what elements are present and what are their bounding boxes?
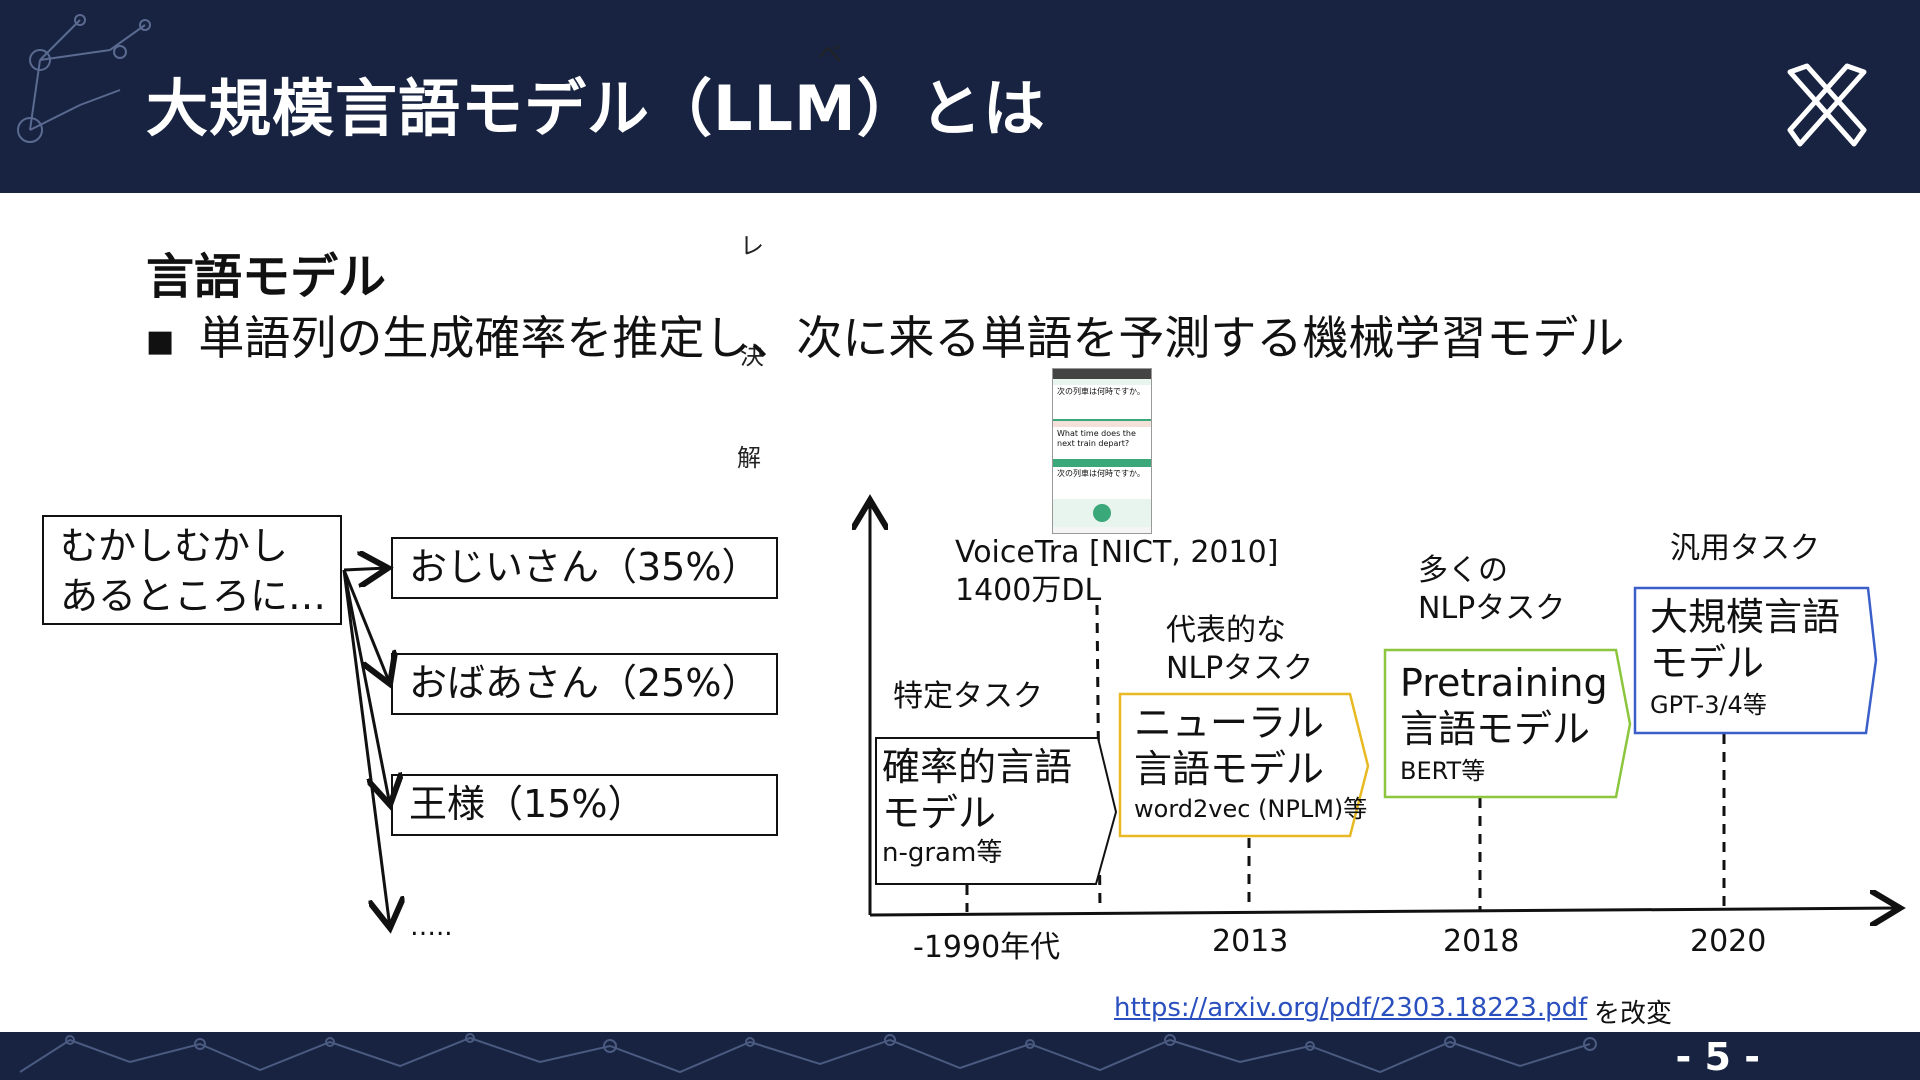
stage-title: 言語モデル bbox=[1400, 707, 1591, 751]
stage-title: モデル bbox=[1650, 641, 1765, 685]
footer-bar bbox=[0, 1032, 1920, 1080]
stage-title: モデル bbox=[882, 791, 997, 835]
header-bar: 大規模言語モデル（LLM）とは bbox=[0, 0, 1920, 193]
prediction-arrow bbox=[343, 568, 388, 570]
app-row: 次の列車は何時ですか。 bbox=[1053, 385, 1151, 421]
app-row: 次の列車は何時ですか。 bbox=[1053, 467, 1151, 499]
stage-example: GPT-3/4等 bbox=[1650, 691, 1767, 719]
stray-char: レ bbox=[740, 232, 764, 260]
timeline-label: 2020 bbox=[1690, 924, 1767, 959]
stage-shape-llm bbox=[1633, 586, 1878, 735]
stage-shape-probabilistic bbox=[875, 737, 1118, 885]
microphone-icon bbox=[1093, 504, 1111, 522]
stage-annotation: 特定タスク bbox=[893, 679, 1043, 714]
stage-title: ニューラル bbox=[1134, 701, 1325, 745]
network-pattern-decoration bbox=[19, 1033, 1597, 1074]
app-strip bbox=[1053, 459, 1151, 467]
slide-title: 大規模言語モデル（LLM）とは bbox=[146, 72, 1046, 145]
section-heading: 言語モデル bbox=[146, 249, 387, 305]
stage-title: 言語モデル bbox=[1134, 747, 1325, 791]
prediction-arrow bbox=[342, 569, 390, 805]
stage-title: 大規模言語 bbox=[1650, 595, 1841, 639]
stray-char: 解 bbox=[737, 444, 761, 472]
stage-annotation: 多くの NLPタスク bbox=[1418, 553, 1566, 626]
bullet-item: ■ 単語列の生成確率を推定し、次に来る単語を予測する機械学習モデル bbox=[146, 302, 1624, 368]
stray-char: ベ bbox=[818, 40, 842, 68]
app-strip bbox=[1053, 421, 1151, 427]
source-text-line: あるところに… bbox=[60, 574, 327, 618]
source-link[interactable]: https://arxiv.org/pdf/2303.18223.pdf bbox=[1114, 993, 1588, 1023]
timeline-label: -1990年代 bbox=[913, 930, 1061, 965]
voicetra-downloads: 1400万DL bbox=[955, 573, 1102, 608]
stage-probabilistic: 確率的言語 モデル n-gram等 bbox=[882, 744, 1072, 868]
prediction-arrow bbox=[342, 569, 390, 928]
stage-annotation: 汎用タスク bbox=[1670, 531, 1820, 566]
stage-example: word2vec (NPLM)等 bbox=[1134, 795, 1368, 823]
voicetra-label: VoiceTra [NICT, 2010] bbox=[955, 535, 1279, 570]
network-pattern-decoration bbox=[17, 14, 151, 143]
more-candidates-ellipsis: ….. bbox=[410, 912, 453, 942]
stage-title: Pretraining bbox=[1400, 661, 1608, 705]
candidate-box: おばあさん（25%） bbox=[391, 653, 778, 715]
bullet-mark: ■ bbox=[146, 324, 175, 359]
source-note: を改変 bbox=[1594, 999, 1673, 1029]
app-strip bbox=[1053, 379, 1151, 385]
timeline-label: 2018 bbox=[1443, 924, 1520, 959]
page-number: - 5 - bbox=[1675, 1035, 1760, 1079]
crossed-pens-logo-icon bbox=[1787, 63, 1867, 147]
stage-pretraining: Pretraining 言語モデル BERT等 bbox=[1400, 660, 1608, 786]
stage-shape-neural bbox=[1118, 692, 1370, 838]
timeline-x-axis bbox=[869, 908, 1900, 915]
bullet-text: 単語列の生成確率を推定し、次に来る単語を予測する機械学習モデル bbox=[198, 311, 1625, 365]
candidate-box: 王様（15%） bbox=[391, 774, 778, 836]
stage-example: BERT等 bbox=[1400, 757, 1486, 785]
stage-title: 確率的言語 bbox=[882, 745, 1073, 789]
app-top-bar bbox=[1053, 369, 1151, 379]
timeline-label: 2013 bbox=[1212, 924, 1289, 959]
candidate-box: おじいさん（35%） bbox=[391, 537, 778, 599]
voicetra-app-image: 次の列車は何時ですか。 What time does the next trai… bbox=[1052, 368, 1152, 534]
stray-char: 決 bbox=[740, 342, 764, 370]
stage-example: n-gram等 bbox=[882, 838, 1003, 868]
stage-annotation: 代表的な NLPタスク bbox=[1166, 613, 1314, 686]
app-row: What time does the next train depart? bbox=[1053, 427, 1151, 459]
prediction-arrow bbox=[342, 569, 390, 684]
app-mic-bar bbox=[1053, 499, 1151, 527]
source-text-line: むかしむかし bbox=[60, 524, 289, 568]
stage-shape-pretraining bbox=[1383, 648, 1632, 799]
stage-neural: ニューラル 言語モデル word2vec (NPLM)等 bbox=[1134, 700, 1367, 824]
stage-llm: 大規模言語 モデル GPT-3/4等 bbox=[1650, 594, 1840, 720]
source-text-box: むかしむかし あるところに… bbox=[42, 515, 342, 625]
